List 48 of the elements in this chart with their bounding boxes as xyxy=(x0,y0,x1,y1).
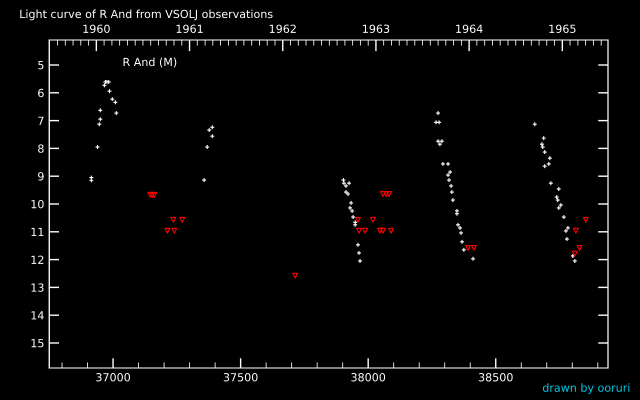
y-tick-label: 6 xyxy=(38,88,44,98)
text: drawn by ooruri xyxy=(542,383,630,394)
point xyxy=(356,228,362,234)
x-tick-label: 37000 xyxy=(96,373,130,382)
annotation: R And (M) xyxy=(124,58,176,68)
point xyxy=(572,250,578,257)
point xyxy=(386,191,392,197)
point xyxy=(582,216,589,223)
y-tick-label: 11 xyxy=(32,228,44,236)
x-tick-label: 38500 xyxy=(478,373,513,382)
y-tick-label: 9 xyxy=(38,172,44,181)
point xyxy=(383,191,390,197)
point xyxy=(179,216,186,223)
x-tick-label: 37500 xyxy=(224,373,258,382)
point xyxy=(151,192,158,198)
y-tick-label: 7 xyxy=(38,116,44,125)
point xyxy=(170,216,176,223)
point xyxy=(370,216,376,223)
point xyxy=(355,216,361,223)
point xyxy=(380,228,386,234)
point xyxy=(388,228,394,234)
y-tick-label: 14 xyxy=(32,311,44,320)
point xyxy=(149,192,156,198)
x2-tick-label: 1960 xyxy=(83,24,110,33)
x-tick-label: 38000 xyxy=(351,373,386,382)
x2-tick-label: 1962 xyxy=(270,24,296,33)
y-tick-label: 10 xyxy=(32,200,44,208)
y-tick-label: 13 xyxy=(32,283,44,292)
y-tick-label: 5 xyxy=(38,61,44,70)
point xyxy=(464,244,471,251)
y-tick-label: 15 xyxy=(32,339,44,348)
point xyxy=(576,244,583,251)
chart-title: Light curve of R And from VSOLJ observations xyxy=(20,10,273,20)
y-tick-label: 12 xyxy=(32,256,44,264)
point xyxy=(164,228,170,234)
point xyxy=(572,228,579,234)
y-tick-label: 8 xyxy=(38,144,44,153)
point xyxy=(292,272,298,279)
point xyxy=(147,192,154,198)
point xyxy=(376,228,383,234)
x2-tick-label: 1965 xyxy=(549,24,576,33)
point xyxy=(171,228,178,234)
x2-tick-label: 1964 xyxy=(456,24,483,33)
x2-tick-label: 1961 xyxy=(176,24,203,33)
point xyxy=(470,244,477,251)
x2-tick-label: 1963 xyxy=(363,24,390,33)
point xyxy=(380,191,386,197)
point xyxy=(362,228,368,234)
